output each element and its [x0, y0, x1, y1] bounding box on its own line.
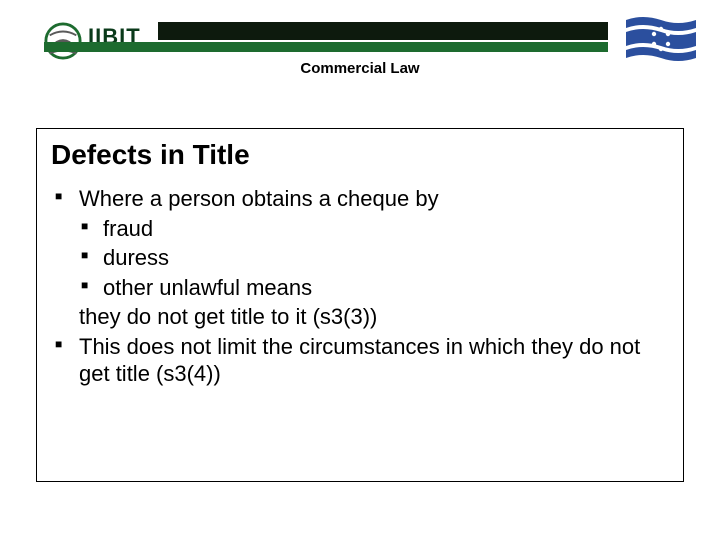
subtitle-wrap: Commercial Law	[0, 60, 720, 78]
brand-logo-icon	[44, 22, 82, 60]
content-box: Defects in Title Where a person obtains …	[36, 128, 684, 482]
header-green-bar	[44, 42, 608, 52]
slide-header: IIBIT Commercial Law	[0, 0, 720, 78]
list-subitem: fraud	[79, 215, 669, 243]
list-subitem: duress	[79, 244, 669, 272]
bullet-sublist: fraud duress other unlawful means	[79, 215, 669, 302]
content-title: Defects in Title	[51, 139, 669, 171]
list-item-continuation: they do not get title to it (s3(3))	[79, 303, 669, 331]
slide: IIBIT Commercial Law Defects in Title Wh…	[0, 0, 720, 540]
header-dark-bar	[158, 22, 608, 40]
list-item: This does not limit the circumstances in…	[51, 333, 669, 388]
list-subitem: other unlawful means	[79, 274, 669, 302]
flag-icon	[626, 14, 696, 64]
bullet-list: Where a person obtains a cheque by fraud…	[51, 185, 669, 388]
list-item: Where a person obtains a cheque by fraud…	[51, 185, 669, 331]
list-item-text: Where a person obtains a cheque by	[79, 186, 439, 211]
slide-subtitle: Commercial Law	[300, 60, 419, 77]
